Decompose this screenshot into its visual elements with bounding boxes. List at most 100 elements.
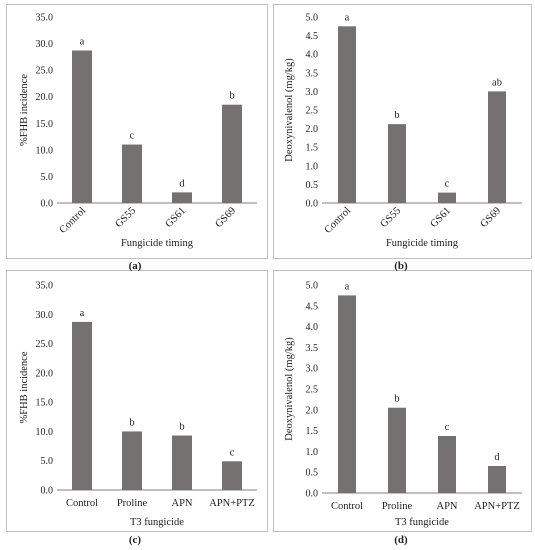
category-label: Control xyxy=(323,205,354,236)
y-axis-label: Deoxynivalenol (mg/kg) xyxy=(284,337,295,441)
caption-b: (b) xyxy=(394,260,408,272)
category-label: APN xyxy=(436,501,457,512)
caption-d: (d) xyxy=(394,534,408,546)
significance-letter: b xyxy=(394,394,399,405)
significance-letter: c xyxy=(230,447,235,458)
category-label: GS61 xyxy=(163,205,188,230)
significance-letter: c xyxy=(130,131,135,142)
y-tick-label: 0.5 xyxy=(306,468,319,479)
significance-letter: b xyxy=(229,91,234,102)
chart-panel-c: 0.0 5.0 10.0 15.0 20.0 25.0 30.0 35.0 a Control b P… xyxy=(6,270,268,532)
x-axis-label: T3 fungicide xyxy=(395,517,449,528)
category-label: Control xyxy=(331,501,363,512)
category-label: GS61 xyxy=(428,205,453,230)
category-label: GS69 xyxy=(478,205,503,230)
y-tick-label: 5.0 xyxy=(306,281,319,292)
bar xyxy=(338,295,356,493)
y-tick-label: 1.0 xyxy=(306,161,319,172)
bar xyxy=(388,124,406,203)
bar xyxy=(388,407,406,493)
y-axis-label: Deoxynivalenol (mg/kg) xyxy=(284,58,295,162)
significance-letter: c xyxy=(445,179,450,190)
significance-letter: b xyxy=(129,417,134,428)
y-tick-label: 2.5 xyxy=(306,385,319,396)
y-tick-label: 3.0 xyxy=(306,87,319,98)
significance-letter: a xyxy=(345,281,350,292)
category-label: APN+PTZ xyxy=(209,498,255,509)
bar xyxy=(122,431,142,490)
y-tick-label: 3.5 xyxy=(306,68,319,79)
y-tick-label: 2.0 xyxy=(306,405,319,416)
y-tick-label: 5.0 xyxy=(41,172,54,183)
y-tick-label: 0.5 xyxy=(306,180,319,191)
x-axis-label: Fungicide timing xyxy=(386,238,459,249)
bar-chart-c: 0.0 5.0 10.0 15.0 20.0 25.0 30.0 35.0 a Control b P… xyxy=(19,281,257,528)
y-tick-label: 0.0 xyxy=(41,486,54,497)
significance-letter: c xyxy=(445,422,450,433)
y-tick-label: 20.0 xyxy=(36,368,54,379)
y-tick-label: 15.0 xyxy=(36,119,54,130)
bar xyxy=(222,461,242,490)
y-tick-label: 0.0 xyxy=(41,199,54,210)
category-label: GS55 xyxy=(113,205,138,230)
chart-panel-a: 0.0 5.0 10.0 15.0 20.0 25.0 30.0 35.0 a Control c G… xyxy=(6,4,268,259)
x-axis-label: T3 fungicide xyxy=(130,517,184,528)
category-label: Control xyxy=(66,498,98,509)
y-tick-label: 0.0 xyxy=(306,489,319,500)
significance-letter: a xyxy=(80,36,85,47)
bar xyxy=(72,321,92,490)
significance-letter: b xyxy=(394,110,399,121)
category-label: GS69 xyxy=(213,205,238,230)
bar xyxy=(438,192,456,203)
significance-letter: a xyxy=(80,308,85,319)
y-tick-label: 35.0 xyxy=(36,13,54,24)
bar xyxy=(338,26,356,203)
bar xyxy=(488,91,506,203)
y-tick-label: 25.0 xyxy=(36,66,54,77)
significance-letter: a xyxy=(345,12,350,23)
category-label: Proline xyxy=(382,501,413,512)
y-tick-label: 10.0 xyxy=(36,145,54,156)
y-tick-label: 25.0 xyxy=(36,339,54,350)
y-tick-label: 2.0 xyxy=(306,124,319,135)
significance-letter: ab xyxy=(492,77,502,88)
y-tick-label: 0.0 xyxy=(306,199,319,210)
y-axis-label: %FHB incidence xyxy=(19,351,30,423)
y-tick-label: 5.0 xyxy=(306,13,319,24)
significance-letter: b xyxy=(179,422,184,433)
y-tick-label: 3.5 xyxy=(306,343,319,354)
category-label: APN xyxy=(171,498,192,509)
bar-chart-a: 0.0 5.0 10.0 15.0 20.0 25.0 30.0 35.0 a Control c G… xyxy=(19,13,257,249)
caption-a: (a) xyxy=(128,260,142,272)
y-tick-label: 10.0 xyxy=(36,427,54,438)
chart-panel-d: 0.0 0.5 1.0 1.5 2.0 2.5 3.0 3.5 4.0 4.5 5.0 a Contro… xyxy=(273,270,532,532)
y-tick-label: 30.0 xyxy=(36,310,54,321)
significance-letter: d xyxy=(494,452,500,463)
significance-letter: d xyxy=(179,178,185,189)
y-tick-label: 1.5 xyxy=(306,426,319,437)
bar xyxy=(438,436,456,493)
y-tick-label: 15.0 xyxy=(36,398,54,409)
category-label: Proline xyxy=(117,498,148,509)
y-tick-label: 30.0 xyxy=(36,39,54,50)
y-tick-label: 1.0 xyxy=(306,447,319,458)
bar xyxy=(172,435,192,490)
bar xyxy=(222,104,242,203)
y-tick-label: 4.5 xyxy=(306,31,319,42)
y-tick-label: 20.0 xyxy=(36,92,54,103)
y-axis-label: %FHB incidence xyxy=(19,74,30,146)
y-tick-label: 4.5 xyxy=(306,301,319,312)
y-tick-label: 2.5 xyxy=(306,106,319,117)
bar xyxy=(122,144,142,203)
category-label: Control xyxy=(58,205,89,236)
y-tick-label: 1.5 xyxy=(306,143,319,154)
bar xyxy=(72,50,92,204)
category-label: GS55 xyxy=(378,205,403,230)
chart-panel-b: 0.0 0.5 1.0 1.5 2.0 2.5 3.0 3.5 4.0 4.5 5.0 a Contro… xyxy=(273,4,532,259)
bar-chart-d: 0.0 0.5 1.0 1.5 2.0 2.5 3.0 3.5 4.0 4.5 5.0 a Contro… xyxy=(284,281,522,528)
x-axis-label: Fungicide timing xyxy=(121,238,194,249)
bar xyxy=(488,465,506,493)
bar xyxy=(172,192,192,203)
y-tick-label: 5.0 xyxy=(41,456,54,467)
bar-chart-b: 0.0 0.5 1.0 1.5 2.0 2.5 3.0 3.5 4.0 4.5 5.0 a Contro… xyxy=(284,12,522,249)
